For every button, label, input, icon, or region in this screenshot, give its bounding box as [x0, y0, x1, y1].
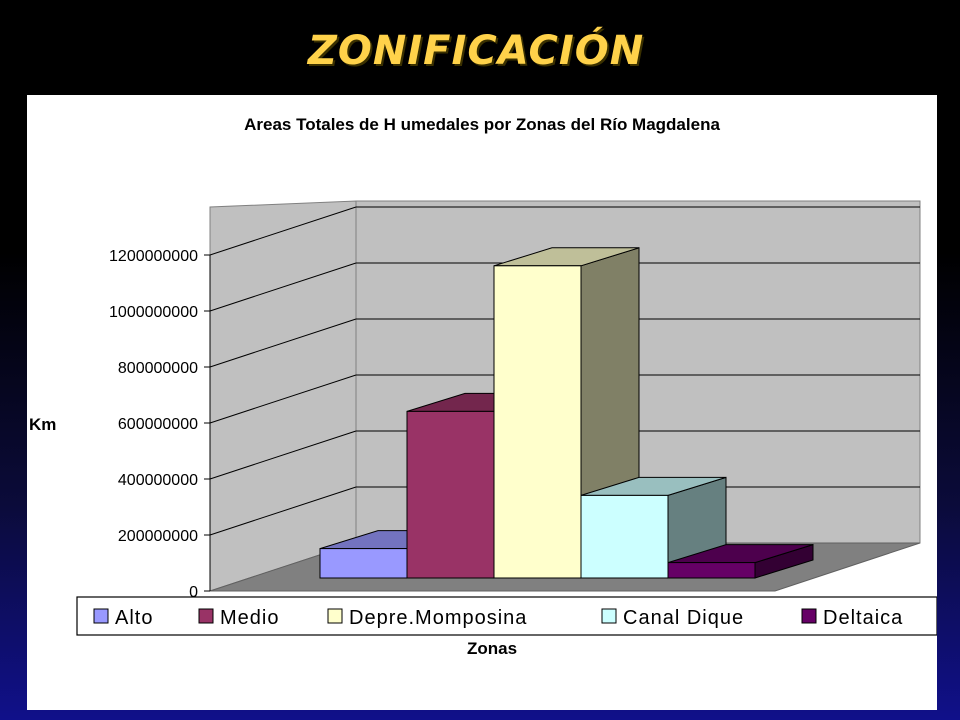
- legend-label: Medio: [220, 607, 279, 629]
- legend-label: Deltaica: [823, 607, 903, 629]
- y-tick-label: 0: [189, 584, 198, 601]
- legend-item: Deltaica: [801, 607, 903, 629]
- chart-title: Areas Totales de H umedales por Zonas de…: [244, 115, 720, 134]
- chart-svg: Areas Totales de H umedales por Zonas de…: [29, 115, 937, 658]
- legend-box: [76, 596, 937, 636]
- bar-front: [667, 562, 756, 579]
- slide-title: ZONIFICACIÓN: [307, 28, 645, 74]
- legend-swatch: [601, 608, 617, 624]
- y-tick-label: 200000000: [118, 528, 198, 545]
- legend-item: Canal Dique: [601, 607, 744, 629]
- legend-label: Canal Dique: [623, 607, 744, 629]
- gridline-side: [209, 318, 357, 368]
- gridline-side: [209, 262, 357, 312]
- bar-front: [493, 265, 582, 579]
- legend-item: Depre.Momposina: [327, 607, 527, 629]
- legend-label: Alto: [115, 607, 153, 629]
- y-tick-label: 400000000: [118, 472, 198, 489]
- chart-panel: Areas Totales de H umedales por Zonas de…: [27, 95, 937, 710]
- bar-canal-dique: [580, 476, 727, 579]
- gridline-side: [209, 486, 357, 536]
- gridline-side: [209, 430, 357, 480]
- legend-swatch: [93, 608, 109, 624]
- side-wall: [209, 200, 357, 592]
- x-axis-label: Zonas: [467, 639, 517, 658]
- legend-item: Medio: [198, 607, 279, 629]
- legend-label: Depre.Momposina: [349, 607, 527, 629]
- y-axis-label: Km: [29, 415, 56, 434]
- legend-item: Alto: [93, 607, 153, 629]
- bar-front: [406, 410, 495, 579]
- y-tick-label: 1000000000: [109, 304, 198, 321]
- legend: Alto Medio Depre.Momposina Canal Dique Delta…: [76, 596, 937, 636]
- y-tick-label: 1200000000: [109, 248, 198, 265]
- y-tick-label: 600000000: [118, 416, 198, 433]
- gridline-side: [209, 206, 357, 256]
- bar-front: [319, 548, 408, 579]
- legend-swatch: [801, 608, 817, 624]
- bars: [319, 247, 814, 579]
- bar-front: [580, 494, 669, 579]
- y-tick-labels: 0 200000000 400000000 600000000 800000000 100…: [109, 248, 210, 601]
- legend-swatch: [198, 608, 214, 624]
- bar-deltaica: [667, 543, 814, 579]
- gridline-side: [209, 374, 357, 424]
- legend-swatch: [327, 608, 343, 624]
- y-tick-label: 800000000: [118, 360, 198, 377]
